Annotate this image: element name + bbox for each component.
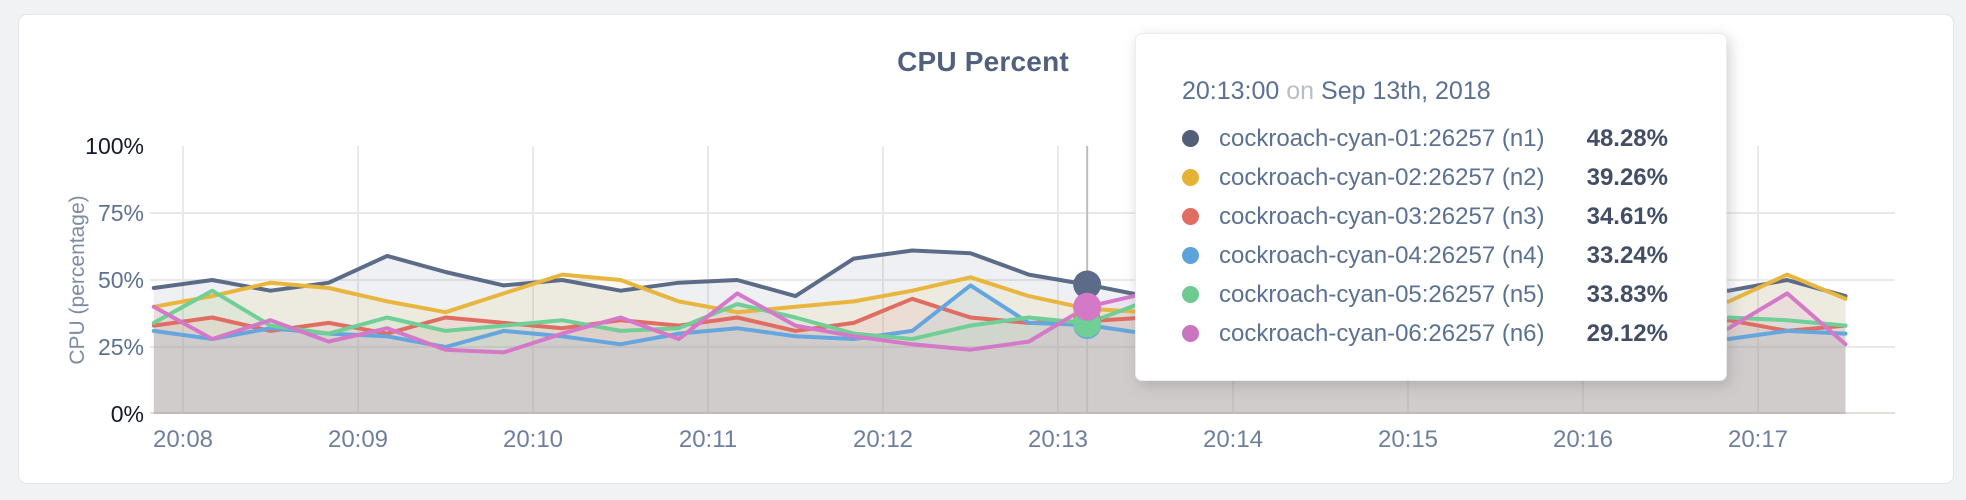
tooltip-series-value: 33.24%: [1586, 241, 1668, 269]
tooltip-series-value: 34.61%: [1586, 202, 1668, 230]
tooltip-series-label: cockroach-cyan-03:26257 (n3): [1219, 202, 1545, 230]
y-tick-label: 25%: [97, 334, 144, 360]
x-tick-label: 20:11: [678, 426, 738, 453]
tooltip-series-value: 29.12%: [1586, 319, 1668, 347]
chart-title: CPU Percent: [897, 46, 1069, 77]
tooltip-series-value: 33.83%: [1586, 280, 1668, 308]
tooltip-series-label: cockroach-cyan-04:26257 (n4): [1219, 241, 1545, 269]
x-tick-label: 20:10: [502, 426, 564, 453]
tooltip-row: cockroach-cyan-03:26257 (n3) 34.61%: [1182, 197, 1668, 236]
hover-point-n6: [1073, 292, 1102, 321]
hover-point-n1: [1073, 270, 1102, 299]
area-n5: [153, 290, 1846, 414]
tooltip-conjunction: on: [1286, 77, 1315, 105]
tooltip-series-label: cockroach-cyan-02:26257 (n2): [1219, 163, 1545, 191]
tooltip-time: 20:13:00: [1182, 77, 1280, 105]
x-tick-label: 20:17: [1727, 426, 1789, 453]
chart-hover-tooltip: 20:13:00 on Sep 13th, 2018 cockroach-cya…: [1135, 33, 1727, 381]
y-tick-label: 0%: [110, 401, 144, 427]
tooltip-series-value: 39.26%: [1586, 163, 1668, 191]
tooltip-row: cockroach-cyan-05:26257 (n5) 33.83%: [1182, 275, 1668, 314]
x-tick-label: 20:14: [1202, 426, 1264, 453]
y-tick-label: 75%: [97, 200, 144, 226]
x-tick-label: 20:15: [1377, 426, 1439, 453]
tooltip-row: cockroach-cyan-04:26257 (n4) 33.24%: [1182, 236, 1668, 275]
tooltip-series-value: 48.28%: [1586, 124, 1668, 152]
tooltip-date: Sep 13th, 2018: [1321, 77, 1491, 105]
y-tick-label: 50%: [97, 267, 144, 293]
tooltip-header: 20:13:00 on Sep 13th, 2018: [1182, 76, 1668, 106]
series-color-dot-icon: [1182, 208, 1199, 225]
tooltip-series-label: cockroach-cyan-06:26257 (n6): [1219, 319, 1545, 347]
series-color-dot-icon: [1182, 169, 1199, 186]
series-color-dot-icon: [1182, 325, 1199, 342]
x-tick-label: 20:16: [1552, 426, 1614, 453]
series-color-dot-icon: [1182, 286, 1199, 303]
y-tick-label: 100%: [85, 133, 144, 159]
x-tick-label: 20:08: [152, 426, 214, 453]
x-tick-label: 20:12: [852, 426, 914, 453]
area-n6: [153, 293, 1846, 414]
tooltip-series-label: cockroach-cyan-05:26257 (n5): [1219, 280, 1545, 308]
tooltip-series-label: cockroach-cyan-01:26257 (n1): [1219, 124, 1545, 152]
x-tick-label: 20:09: [327, 426, 389, 453]
tooltip-row: cockroach-cyan-01:26257 (n1) 48.28%: [1182, 119, 1668, 158]
series-color-dot-icon: [1182, 247, 1199, 264]
series-color-dot-icon: [1182, 130, 1199, 147]
tooltip-rows: cockroach-cyan-01:26257 (n1) 48.28% cockro…: [1182, 119, 1668, 353]
tooltip-row: cockroach-cyan-06:26257 (n6) 29.12%: [1182, 314, 1668, 353]
x-tick-label: 20:13: [1027, 426, 1089, 453]
area-n4: [153, 285, 1846, 414]
tooltip-row: cockroach-cyan-02:26257 (n2) 39.26%: [1182, 158, 1668, 197]
